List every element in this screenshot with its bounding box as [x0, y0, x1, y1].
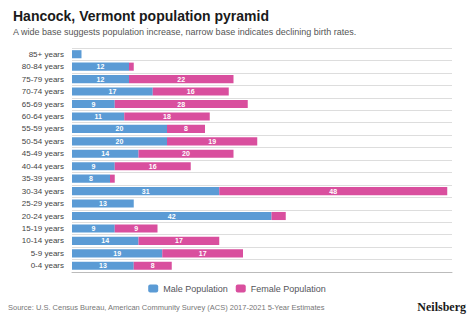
svg-text:17: 17: [199, 250, 207, 257]
svg-text:10-14 years: 10-14 years: [22, 236, 64, 245]
svg-text:19: 19: [208, 138, 216, 145]
svg-text:42: 42: [168, 213, 176, 220]
svg-text:9: 9: [91, 101, 95, 108]
svg-text:12: 12: [97, 63, 105, 70]
svg-text:Source: U.S. Census Bureau, Am: Source: U.S. Census Bureau, American Com…: [8, 303, 325, 312]
svg-text:13: 13: [99, 200, 107, 207]
svg-text:60-64 years: 60-64 years: [22, 112, 64, 121]
svg-text:8: 8: [184, 125, 188, 132]
svg-text:30-34 years: 30-34 years: [22, 187, 64, 196]
svg-text:16: 16: [187, 88, 195, 95]
svg-text:Female Population: Female Population: [251, 284, 326, 294]
svg-text:70-74 years: 70-74 years: [22, 87, 64, 96]
svg-text:14: 14: [101, 237, 109, 244]
svg-text:0-4 years: 0-4 years: [31, 261, 64, 270]
svg-text:8: 8: [151, 262, 155, 269]
svg-text:5-9 years: 5-9 years: [31, 249, 64, 258]
svg-text:12: 12: [97, 76, 105, 83]
svg-text:Hancock, Vermont population py: Hancock, Vermont population pyramid: [13, 8, 269, 24]
svg-text:22: 22: [177, 76, 185, 83]
svg-text:15-19 years: 15-19 years: [22, 224, 64, 233]
svg-text:17: 17: [175, 237, 183, 244]
svg-text:20: 20: [116, 138, 124, 145]
svg-text:85+ years: 85+ years: [29, 50, 64, 59]
svg-text:20-24 years: 20-24 years: [22, 212, 64, 221]
svg-text:50-54 years: 50-54 years: [22, 137, 64, 146]
svg-text:9: 9: [134, 225, 138, 232]
svg-text:65-69 years: 65-69 years: [22, 100, 64, 109]
svg-text:11: 11: [94, 113, 102, 120]
svg-text:35-39 years: 35-39 years: [22, 174, 64, 183]
svg-text:A wide base suggests populatio: A wide base suggests population increase…: [13, 27, 356, 37]
svg-text:31: 31: [142, 188, 150, 195]
svg-text:17: 17: [108, 88, 116, 95]
svg-text:40-44 years: 40-44 years: [22, 162, 64, 171]
svg-text:Neilsberg: Neilsberg: [417, 300, 466, 314]
svg-text:20: 20: [182, 150, 190, 157]
svg-text:28: 28: [177, 101, 185, 108]
svg-text:16: 16: [149, 163, 157, 170]
svg-text:80-84 years: 80-84 years: [22, 62, 64, 71]
svg-text:9: 9: [91, 163, 95, 170]
svg-text:8: 8: [89, 175, 93, 182]
svg-text:25-29 years: 25-29 years: [22, 199, 64, 208]
svg-text:14: 14: [101, 150, 109, 157]
svg-text:Male Population: Male Population: [163, 284, 228, 294]
svg-text:20: 20: [116, 125, 124, 132]
svg-text:9: 9: [91, 225, 95, 232]
svg-text:48: 48: [329, 188, 337, 195]
svg-text:75-79 years: 75-79 years: [22, 75, 64, 84]
svg-text:18: 18: [163, 113, 171, 120]
svg-text:45-49 years: 45-49 years: [22, 149, 64, 158]
svg-text:19: 19: [113, 250, 121, 257]
svg-text:55-59 years: 55-59 years: [22, 124, 64, 133]
svg-text:13: 13: [99, 262, 107, 269]
